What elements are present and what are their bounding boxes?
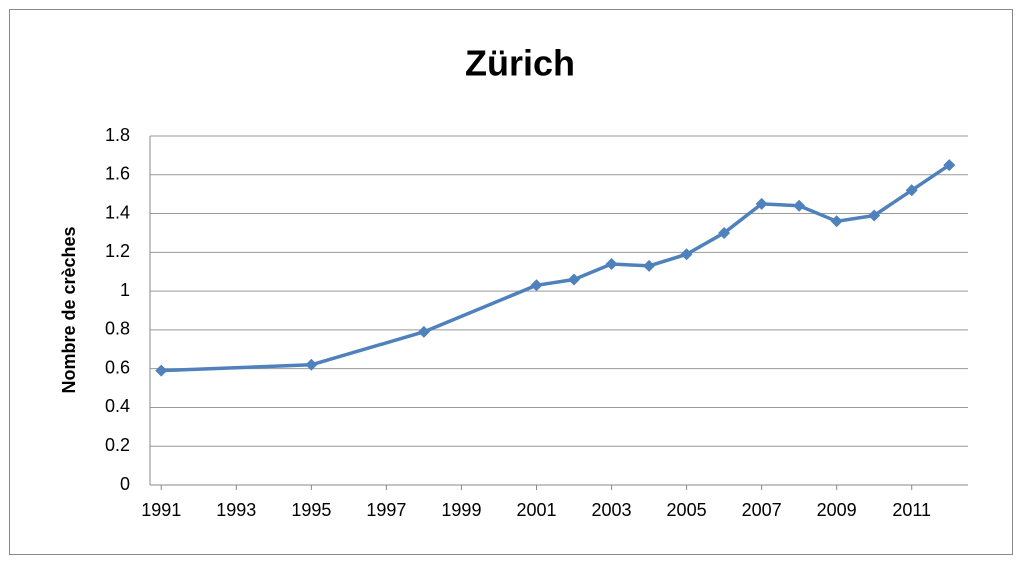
data-point bbox=[530, 279, 543, 292]
data-point bbox=[680, 248, 693, 261]
y-tick-label: 0.4 bbox=[105, 396, 130, 416]
y-tick-label: 0 bbox=[120, 474, 130, 494]
chart-frame bbox=[9, 9, 1013, 555]
x-tick-label: 1999 bbox=[441, 500, 481, 520]
y-tick-label: 1.4 bbox=[105, 202, 130, 222]
y-tick-label: 0.2 bbox=[105, 435, 130, 455]
x-tick-label: 1991 bbox=[141, 500, 181, 520]
data-point bbox=[718, 226, 731, 239]
x-tick-label: 2001 bbox=[516, 500, 556, 520]
data-point bbox=[943, 159, 956, 172]
y-tick-label: 1.2 bbox=[105, 241, 130, 261]
data-point bbox=[905, 184, 918, 197]
x-tick-label: 2005 bbox=[667, 500, 707, 520]
data-point bbox=[568, 273, 581, 286]
x-tick-label: 2009 bbox=[817, 500, 857, 520]
data-point bbox=[417, 325, 430, 338]
x-tick-label: 1997 bbox=[366, 500, 406, 520]
x-tick-label: 1995 bbox=[291, 500, 331, 520]
data-point bbox=[755, 197, 768, 210]
data-point bbox=[830, 215, 843, 228]
y-tick-label: 0.8 bbox=[105, 319, 130, 339]
y-tick-label: 1 bbox=[120, 280, 130, 300]
data-point bbox=[155, 364, 168, 377]
y-tick-label: 0.6 bbox=[105, 357, 130, 377]
data-point bbox=[868, 209, 881, 222]
y-tick-label: 1.8 bbox=[105, 125, 130, 145]
y-axis-label: Nombre de crèches bbox=[59, 226, 79, 393]
y-tick-label: 1.6 bbox=[105, 164, 130, 184]
data-point bbox=[305, 358, 318, 371]
data-point bbox=[643, 259, 656, 272]
x-tick-label: 2003 bbox=[592, 500, 632, 520]
x-tick-label: 2011 bbox=[892, 500, 931, 520]
data-point bbox=[605, 257, 618, 270]
x-tick-label: 2007 bbox=[742, 500, 782, 520]
chart-title: Zürich bbox=[465, 43, 575, 84]
x-tick-label: 1993 bbox=[216, 500, 256, 520]
data-point bbox=[793, 199, 806, 212]
